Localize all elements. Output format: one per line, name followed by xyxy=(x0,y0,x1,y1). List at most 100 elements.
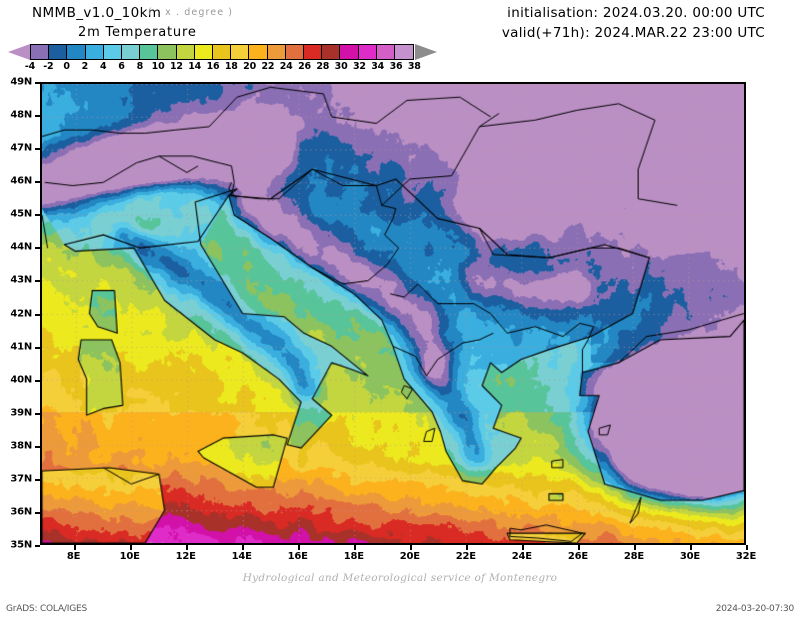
latitude-tick-label: 49N xyxy=(10,76,32,88)
header-bar: NMMB_v1.0_10km ( . x . degree ) 2m Tempe… xyxy=(0,0,800,41)
colorbar-swatch xyxy=(267,45,286,59)
colorbar-tick-label: -2 xyxy=(43,61,54,72)
latitude-tick-label: 41N xyxy=(10,341,32,353)
latitude-tick-label: 48N xyxy=(10,109,32,121)
colorbar-tick-label: 36 xyxy=(389,61,403,72)
longitude-tick-mark xyxy=(73,545,76,550)
units-note-label: ( . x . degree ) xyxy=(148,7,234,18)
longitude-tick-mark xyxy=(297,545,300,550)
colorbar-tick-label: 10 xyxy=(151,61,165,72)
colorbar-swatch xyxy=(285,45,305,59)
colorbar-swatch xyxy=(231,45,250,59)
colorbar-tick-label: 0 xyxy=(63,61,70,72)
longitude-tick-mark xyxy=(465,545,468,550)
latitude-tick-mark xyxy=(35,148,40,151)
latitude-tick-mark xyxy=(35,115,40,118)
colorbar-tick-label: 22 xyxy=(261,61,275,72)
latitude-tick-label: 44N xyxy=(10,241,32,253)
colorbar-tick-label: 8 xyxy=(136,61,144,72)
model-name-label: NMMB_v1.0_10km xyxy=(32,5,162,21)
colorbar-swatch xyxy=(158,45,177,59)
colorbar-tick-label: 14 xyxy=(188,61,202,72)
colorbar-swatch xyxy=(140,45,159,59)
grads-software-label: GrADS: COLA/IGES xyxy=(6,604,87,614)
valid-time-label: valid(+71h): 2024.MAR.22 23:00 UTC xyxy=(501,25,765,41)
latitude-tick-label: 35N xyxy=(10,539,32,551)
variable-title-label: 2m Temperature xyxy=(78,25,197,40)
latitude-tick-mark xyxy=(35,82,40,84)
latitude-tick-mark xyxy=(35,214,40,217)
colorbar-swatch xyxy=(176,45,195,59)
colorbar-tick-label: 2 xyxy=(81,61,89,72)
longitude-tick-label: 24E xyxy=(511,551,532,562)
latitude-tick-label: 46N xyxy=(10,175,32,187)
colorbar-under-arrow-icon xyxy=(8,44,30,60)
colorbar-tick-label: 28 xyxy=(316,61,330,72)
colorbar-swatch xyxy=(304,45,323,59)
longitude-tick-mark xyxy=(633,545,636,550)
latitude-tick-mark xyxy=(35,412,40,415)
colorbar-tick-label: -4 xyxy=(24,61,36,72)
colorbar-swatch xyxy=(67,45,86,59)
longitude-tick-mark xyxy=(746,545,748,550)
longitude-tick-mark xyxy=(577,545,580,550)
longitude-tick-mark xyxy=(129,545,132,550)
longitude-tick-label: 12E xyxy=(175,551,196,562)
latitude-tick-mark xyxy=(35,545,40,547)
latitude-tick-label: 42N xyxy=(10,308,32,319)
colorbar-swatch xyxy=(122,45,141,59)
longitude-tick-label: 20E xyxy=(399,551,420,562)
longitude-tick-mark xyxy=(353,545,356,550)
colorbar-tick-label: 24 xyxy=(279,61,293,72)
colorbar-swatch xyxy=(249,45,268,59)
colorbar-tick-labels: -4 -2 0 2 4 6 8 10 12 14 16 18 20 22 24 26 28 30 32 34 36 38 xyxy=(25,61,421,74)
colorbar-swatch xyxy=(31,45,50,59)
latitude-tick-mark xyxy=(35,346,40,349)
latitude-tick-label: 38N xyxy=(10,440,32,452)
colorbar-tick-label: 32 xyxy=(352,61,366,72)
colorbar-swatch xyxy=(85,45,104,59)
colorbar-swatch xyxy=(103,45,123,59)
colorbar-tick-label: 4 xyxy=(99,61,107,72)
latitude-tick-mark xyxy=(35,511,40,514)
longitude-tick-mark xyxy=(689,545,692,550)
latitude-tick-mark xyxy=(35,181,40,184)
colorbar-swatches xyxy=(30,44,415,60)
longitude-tick-label: 30E xyxy=(679,551,701,562)
longitude-tick-mark xyxy=(409,545,412,550)
service-credit-label: Hydrological and Meteorological service … xyxy=(242,572,558,584)
latitude-tick-label: 43N xyxy=(10,274,32,286)
colorbar-tick-label: 16 xyxy=(206,61,220,72)
colorbar-swatch xyxy=(395,45,414,59)
longitude-tick-mark xyxy=(185,545,188,550)
temperature-colorbar: -4 -2 0 2 4 6 8 10 12 14 16 18 20 22 24 26 28 30 32 34 36 38 xyxy=(0,43,800,75)
latitude-tick-label: 36N xyxy=(10,506,32,518)
longitude-tick-label: 28E xyxy=(623,551,644,562)
colorbar-tick-label: 20 xyxy=(243,61,257,72)
latitude-tick-label: 45N xyxy=(10,208,32,220)
colorbar-over-arrow-icon xyxy=(415,44,438,60)
colorbar-swatch xyxy=(49,45,68,59)
colorbar-swatch xyxy=(358,45,377,59)
colorbar-swatch xyxy=(322,45,341,59)
colorbar-tick-label: 12 xyxy=(169,61,183,72)
latitude-tick-mark xyxy=(35,247,40,250)
latitude-tick-label: 37N xyxy=(10,473,32,485)
map-plot-area[interactable] xyxy=(40,82,746,545)
longitude-tick-mark xyxy=(241,545,244,550)
temperature-field-canvas xyxy=(42,84,744,543)
latitude-tick-label: 40N xyxy=(10,374,32,386)
longitude-tick-label: 22E xyxy=(455,551,476,562)
colorbar-swatch xyxy=(213,45,232,59)
colorbar-tick-label: 38 xyxy=(407,61,421,72)
longitude-tick-label: 26E xyxy=(567,551,588,562)
longitude-tick-label: 14E xyxy=(231,551,252,562)
longitude-tick-mark xyxy=(521,545,524,550)
longitude-tick-label: 16E xyxy=(287,551,308,562)
initialisation-time-label: initialisation: 2024.03.20. 00:00 UTC xyxy=(507,5,765,21)
colorbar-tick-label: 6 xyxy=(118,61,125,72)
latitude-tick-label: 47N xyxy=(10,142,32,154)
colorbar-tick-label: 26 xyxy=(298,61,311,72)
latitude-tick-mark xyxy=(35,445,40,448)
colorbar-tick-label: 34 xyxy=(371,61,385,72)
